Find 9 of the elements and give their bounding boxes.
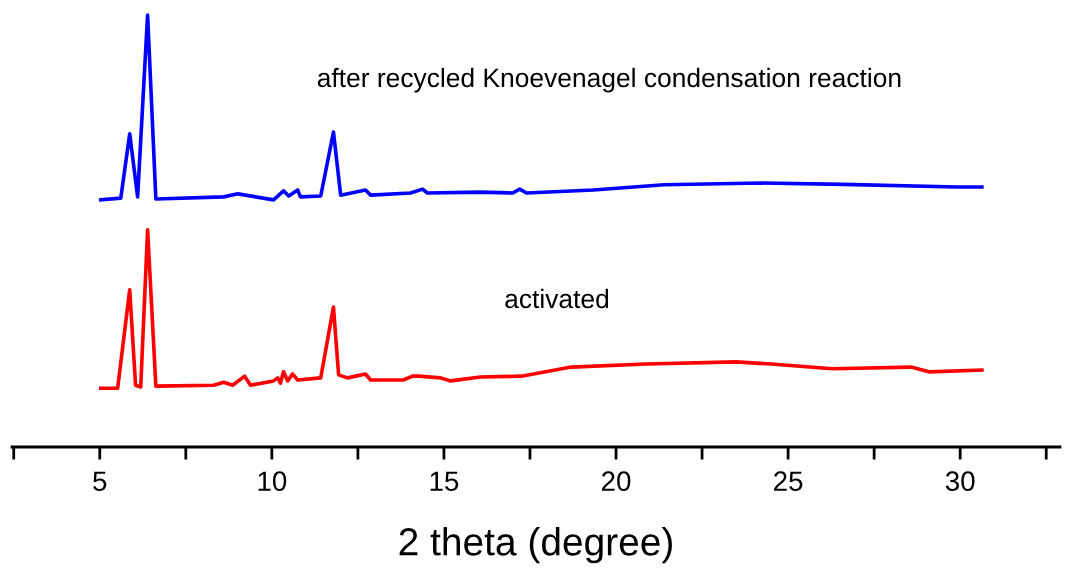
x-axis-title: 2 theta (degree) (399, 527, 672, 564)
x-tick-label: 5 (93, 471, 107, 492)
text: activated (505, 288, 609, 309)
x-tick-label: 15 (430, 471, 459, 492)
x-tick-label: 10 (258, 471, 287, 492)
x-tick-label: 25 (774, 471, 803, 492)
x-tick-label: 30 (945, 471, 975, 492)
x-tick-label: 20 (601, 471, 631, 492)
series-label: after recycled Knoevenagel condensation reaction (317, 67, 901, 93)
